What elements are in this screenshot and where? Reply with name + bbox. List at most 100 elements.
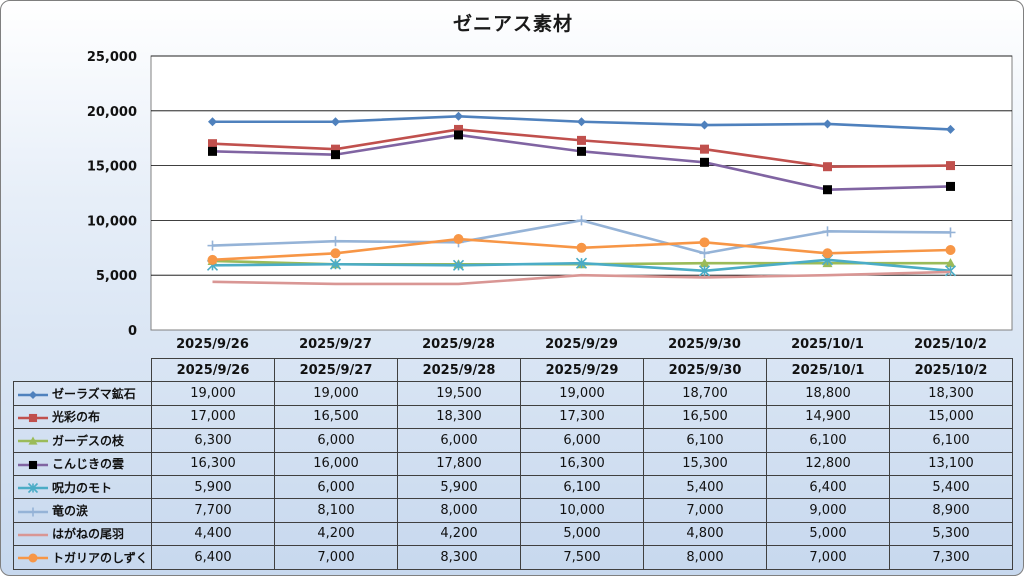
data-point [453, 234, 464, 245]
table-row: ガーデスの枝 6,300 6,000 6,000 6,000 6,100 6,100 6,10… [13, 428, 1013, 453]
table-row: 光彩の布 17,000 16,500 18,300 17,300 16,500 14,900… [13, 404, 1013, 430]
table-cell: 6,300 [151, 428, 275, 453]
table-header-cell: 2025/9/28 [397, 357, 521, 383]
data-point [27, 483, 39, 494]
data-point [207, 254, 218, 265]
x-tick-label: 2025/10/1 [791, 337, 864, 352]
data-point [946, 181, 955, 191]
plot-background [150, 55, 1013, 331]
table-cell: 7,000 [274, 545, 398, 570]
data-point [454, 111, 463, 121]
data-point [330, 248, 341, 259]
table-cell: 17,000 [151, 404, 275, 430]
x-tick-label: 2025/9/28 [422, 337, 495, 352]
table-cell: 12,800 [766, 451, 890, 476]
data-point [28, 553, 38, 563]
table-cell: 8,000 [643, 545, 767, 570]
data-point [577, 146, 586, 156]
table-header-cell: 2025/9/27 [274, 357, 398, 383]
legend-key-icon [18, 436, 48, 445]
table-cell: 17,800 [397, 451, 521, 476]
table-header-cell: 2025/9/26 [151, 357, 275, 383]
legend-label: ゼーラズマ鉱石 [52, 387, 136, 402]
legend-label: こんじきの雲 [52, 457, 125, 472]
data-point [577, 135, 586, 145]
y-tick-label: 10,000 [87, 214, 137, 229]
data-point [208, 146, 217, 156]
legend-entry: 光彩の布 [13, 404, 152, 430]
table-cell: 15,000 [889, 404, 1013, 430]
table-cell: 4,200 [274, 521, 398, 547]
x-tick-label: 2025/10/2 [914, 337, 987, 352]
table-cell: 5,000 [520, 521, 644, 547]
table-cell: 5,900 [397, 474, 521, 500]
data-point [823, 185, 832, 195]
data-point [577, 117, 586, 127]
data-point [699, 237, 710, 248]
table-cell: 10,000 [520, 498, 644, 523]
data-table: 2025/9/26 2025/9/27 2025/9/28 2025/9/29 2025… [13, 357, 1013, 570]
table-header-cell: 2025/9/30 [643, 357, 767, 383]
data-point [454, 130, 463, 140]
table-cell: 16,500 [643, 404, 767, 430]
data-point [945, 258, 956, 268]
data-point [699, 248, 710, 259]
legend-entry: 竜の涙 [13, 498, 152, 523]
legend-key-icon [18, 533, 48, 537]
y-tick-label: 20,000 [87, 105, 137, 120]
data-point [823, 162, 832, 172]
table-cell: 16,500 [274, 404, 398, 430]
legend-label: はがねの尾羽 [52, 527, 125, 542]
legend-label: トガリアのしずく [52, 550, 148, 565]
table-cell: 19,000 [151, 381, 275, 406]
data-point [28, 413, 38, 423]
table-cell: 7,000 [643, 498, 767, 523]
table-cell: 5,400 [643, 474, 767, 500]
data-point [698, 265, 711, 277]
table-cell: 4,800 [643, 521, 767, 547]
legend-label: 竜の涙 [52, 504, 89, 519]
data-point [945, 244, 956, 255]
table-cell: 5,300 [889, 521, 1013, 547]
data-point [699, 258, 710, 268]
data-point [331, 150, 340, 160]
data-point [576, 242, 587, 253]
data-point [822, 248, 833, 259]
legend-entry: ゼーラズマ鉱石 [13, 381, 152, 406]
table-cell: 6,400 [766, 474, 890, 500]
table-cell: 14,900 [766, 404, 890, 430]
data-point [946, 161, 955, 171]
data-point [700, 144, 709, 154]
x-tick-label: 2025/9/27 [299, 337, 372, 352]
table-cell: 5,400 [889, 474, 1013, 500]
x-tick-label: 2025/9/30 [668, 337, 741, 352]
legend-key-icon [18, 553, 48, 563]
x-tick-label: 2025/9/29 [545, 337, 618, 352]
y-tick-label: 5,000 [96, 269, 137, 284]
table-cell: 9,000 [766, 498, 890, 523]
data-point [331, 144, 340, 154]
table-cell: 6,400 [151, 545, 275, 570]
legend-entry: はがねの尾羽 [13, 521, 152, 547]
y-tick-label: 25,000 [87, 50, 137, 65]
data-point [576, 215, 587, 226]
table-cell: 19,500 [397, 381, 521, 406]
table-cell: 8,100 [274, 498, 398, 523]
data-point [823, 119, 832, 129]
table-cell: 18,300 [397, 404, 521, 430]
table-cell: 16,300 [151, 451, 275, 476]
table-row: こんじきの雲 16,300 16,000 17,800 16,300 15,300 12,8… [13, 451, 1013, 476]
data-point [208, 139, 217, 149]
legend-label: ガーデスの枝 [52, 433, 125, 448]
x-tick-label: 2025/9/26 [176, 337, 249, 352]
chart-title: ゼニアス素材 [452, 13, 573, 35]
legend-key-icon [18, 390, 48, 399]
table-cell: 16,000 [274, 451, 398, 476]
table-header-cell: 2025/9/29 [520, 357, 644, 383]
table-cell: 19,000 [274, 381, 398, 406]
table-cell: 6,100 [643, 428, 767, 453]
data-point [822, 226, 833, 237]
data-point [207, 240, 218, 251]
table-cell: 6,100 [889, 428, 1013, 453]
table-row: ゼーラズマ鉱石 19,000 19,000 19,500 19,000 18,700 18,… [13, 381, 1013, 406]
